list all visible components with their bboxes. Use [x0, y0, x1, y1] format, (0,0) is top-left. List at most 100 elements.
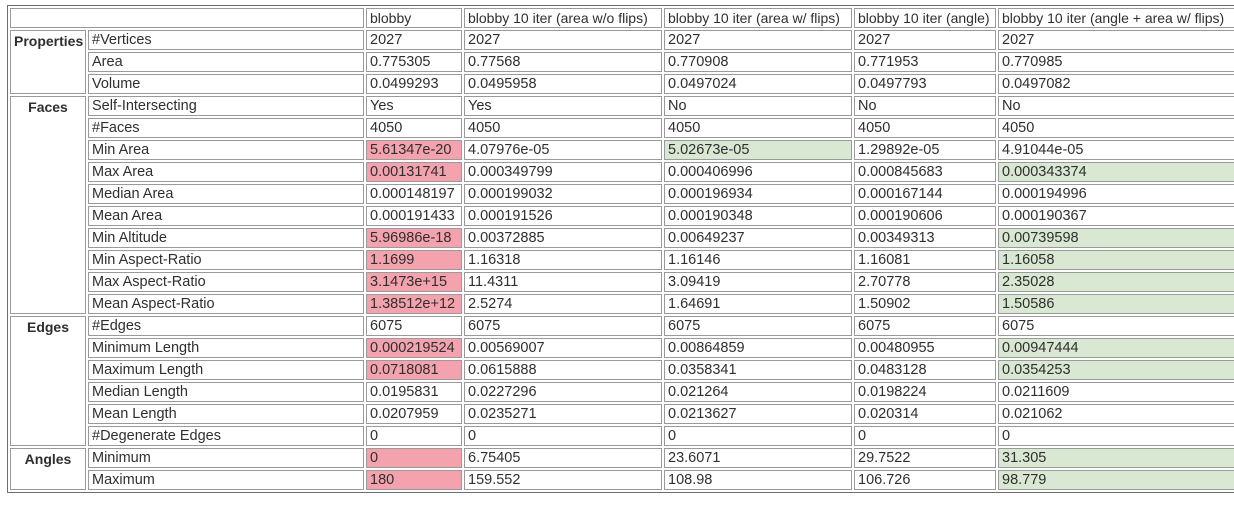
row-label: Area	[88, 52, 364, 72]
header-row: blobby blobby 10 iter (area w/o flips) blo…	[10, 8, 1234, 28]
value-cell: 0	[366, 426, 462, 446]
value-cell: 6075	[998, 316, 1234, 336]
value-cell: 0.021264	[664, 382, 852, 402]
value-cell: 0.000190348	[664, 206, 852, 226]
section-label: Angles	[10, 448, 86, 490]
value-cell: 4.07976e-05	[464, 140, 662, 160]
value-cell: 2027	[464, 30, 662, 50]
value-cell: 11.4311	[464, 272, 662, 292]
value-cell: 0.0213627	[664, 404, 852, 424]
value-cell: 0.0499293	[366, 74, 462, 94]
value-cell: 0.000406996	[664, 162, 852, 182]
row-label: Max Area	[88, 162, 364, 182]
value-cell: 0.00649237	[664, 228, 852, 248]
value-cell: 0.00864859	[664, 338, 852, 358]
value-cell: 6075	[854, 316, 996, 336]
value-cell: 1.38512e+12	[366, 294, 462, 314]
mesh-comparison-table: blobby blobby 10 iter (area w/o flips) blo…	[7, 5, 1234, 493]
value-cell: 6.75405	[464, 448, 662, 468]
section-label: Properties	[10, 30, 86, 94]
table-row: Min Altitude 5.96986e-18 0.00372885 0.00649…	[10, 228, 1234, 248]
row-label: Maximum Length	[88, 360, 364, 380]
column-header: blobby 10 iter (area w/ flips)	[664, 8, 852, 28]
value-cell: 4050	[664, 118, 852, 138]
value-cell: 0.00947444	[998, 338, 1234, 358]
value-cell: 180	[366, 470, 462, 490]
row-label: Mean Aspect-Ratio	[88, 294, 364, 314]
table-row: Min Area 5.61347e-20 4.07976e-05 5.02673e-0…	[10, 140, 1234, 160]
value-cell: 1.16081	[854, 250, 996, 270]
value-cell: 0	[366, 448, 462, 468]
row-label: #Edges	[88, 316, 364, 336]
value-cell: 0.000148197	[366, 184, 462, 204]
table-row: Faces Self-Intersecting Yes Yes No No No	[10, 96, 1234, 314]
value-cell: 1.16058	[998, 250, 1234, 270]
table-row: Max Area 0.00131741 0.000349799 0.000406996…	[10, 162, 1234, 182]
value-cell: No	[998, 96, 1234, 116]
value-cell: 0.020314	[854, 404, 996, 424]
value-cell: 2.35028	[998, 272, 1234, 292]
value-cell: 0.00480955	[854, 338, 996, 358]
value-cell: 4050	[464, 118, 662, 138]
row-label: Mean Area	[88, 206, 364, 226]
value-cell: 0.0497082	[998, 74, 1234, 94]
table-row: #Faces 4050 4050 4050 4050 4050	[10, 118, 1234, 138]
value-cell: 31.305	[998, 448, 1234, 468]
value-cell: 0.000349799	[464, 162, 662, 182]
column-header: blobby 10 iter (area w/o flips)	[464, 8, 662, 28]
table-row: Min Aspect-Ratio 1.1699 1.16318 1.16146 1.16…	[10, 250, 1234, 270]
value-cell: 0.000190367	[998, 206, 1234, 226]
row-label: Min Aspect-Ratio	[88, 250, 364, 270]
value-cell: 1.50902	[854, 294, 996, 314]
value-cell: 4050	[854, 118, 996, 138]
value-cell: 0	[854, 426, 996, 446]
value-cell: 5.96986e-18	[366, 228, 462, 248]
value-cell: 6075	[366, 316, 462, 336]
table-row: Mean Length 0.0207959 0.0235271 0.0213627 0.…	[10, 404, 1234, 424]
row-label: Min Area	[88, 140, 364, 160]
value-cell: 0	[664, 426, 852, 446]
value-cell: 0.00372885	[464, 228, 662, 248]
page: blobby blobby 10 iter (area w/o flips) blo…	[7, 5, 1234, 493]
value-cell: 2027	[854, 30, 996, 50]
row-label: #Degenerate Edges	[88, 426, 364, 446]
value-cell: Yes	[464, 96, 662, 116]
table-row: Area 0.775305 0.77568 0.770908 0.771953 0.770…	[10, 52, 1234, 72]
value-cell: No	[854, 96, 996, 116]
section-label: Edges	[10, 316, 86, 446]
value-cell: 2027	[998, 30, 1234, 50]
table-row: Volume 0.0499293 0.0495958 0.0497024 0.04977…	[10, 74, 1234, 94]
table-body: Properties #Vertices 2027 2027 2027 2027 2027 A…	[10, 30, 1234, 490]
value-cell: 106.726	[854, 470, 996, 490]
value-cell: 4050	[366, 118, 462, 138]
row-label: Min Altitude	[88, 228, 364, 248]
column-header: blobby	[366, 8, 462, 28]
table-row: Minimum Length 0.000219524 0.00569007 0.008…	[10, 338, 1234, 358]
table-row: Mean Area 0.000191433 0.000191526 0.0001903…	[10, 206, 1234, 226]
value-cell: 0.000343374	[998, 162, 1234, 182]
value-cell: 0.0211609	[998, 382, 1234, 402]
value-cell: 0.000190606	[854, 206, 996, 226]
value-cell: 3.1473e+15	[366, 272, 462, 292]
row-label: Max Aspect-Ratio	[88, 272, 364, 292]
table-row: #Degenerate Edges 0 0 0 0 0	[10, 426, 1234, 446]
value-cell: 108.98	[664, 470, 852, 490]
value-cell: 0.0207959	[366, 404, 462, 424]
value-cell: 0.0354253	[998, 360, 1234, 380]
row-label: Median Area	[88, 184, 364, 204]
row-label: #Vertices	[88, 30, 364, 50]
value-cell: 0.0495958	[464, 74, 662, 94]
table-row: Edges #Edges 6075 6075 6075 6075 6075	[10, 316, 1234, 446]
value-cell: 0.00131741	[366, 162, 462, 182]
value-cell: 5.61347e-20	[366, 140, 462, 160]
table-row: Median Length 0.0195831 0.0227296 0.021264 0…	[10, 382, 1234, 402]
value-cell: 0.000191526	[464, 206, 662, 226]
value-cell: 0.000191433	[366, 206, 462, 226]
table-row: Maximum 180 159.552 108.98 106.726 98.779	[10, 470, 1234, 490]
value-cell: 6075	[664, 316, 852, 336]
row-label: Median Length	[88, 382, 364, 402]
row-label: Volume	[88, 74, 364, 94]
value-cell: 23.6071	[664, 448, 852, 468]
column-header: blobby 10 iter (angle + area w/ flips)	[998, 8, 1234, 28]
value-cell: 0	[464, 426, 662, 446]
